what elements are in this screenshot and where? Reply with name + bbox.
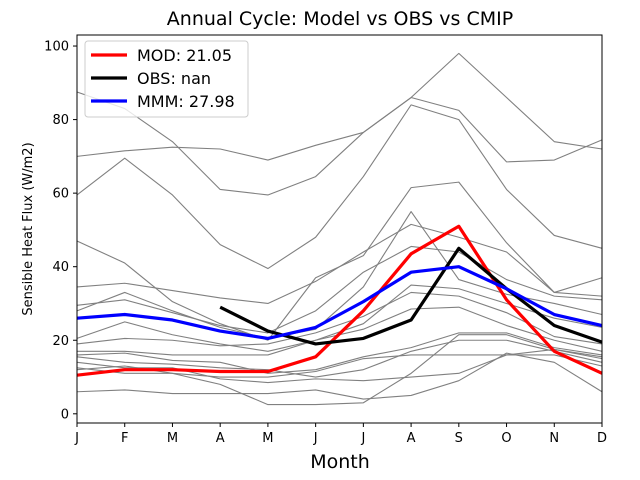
y-tick-label: 100 — [44, 40, 69, 55]
main-series-lines — [76, 224, 603, 377]
legend-label-mod: MOD: 21.05 — [137, 46, 232, 65]
y-tick-label: 80 — [52, 113, 69, 128]
x-tick-label: M — [167, 431, 178, 446]
x-tick-label: S — [455, 431, 463, 446]
cmip-model-line-2 — [76, 96, 603, 163]
legend-label-mmm: MMM: 27.98 — [137, 92, 235, 111]
series-line-mmm — [76, 265, 603, 341]
x-tick-label: A — [407, 431, 416, 446]
axes-frame — [76, 34, 603, 424]
legend-label-obs: OBS: nan — [137, 69, 211, 88]
x-tick-label: J — [360, 431, 365, 446]
x-axis-label: Month — [310, 451, 370, 473]
cmip-model-line-12 — [76, 339, 603, 378]
y-tick-label: 60 — [52, 187, 69, 202]
cmip-model-line-3 — [76, 104, 603, 270]
x-tick-label: J — [313, 431, 318, 446]
legend-box — [84, 40, 249, 118]
legend: MOD: 21.05 OBS: nan MMM: 27.98 — [84, 40, 249, 118]
series-line-mod — [76, 224, 603, 377]
cmip-model-line-13 — [76, 348, 603, 384]
cmip-model-line-1 — [76, 52, 603, 196]
chart-title: Annual Cycle: Model vs OBS vs CMIP — [167, 8, 513, 30]
cmip-model-line-16 — [76, 334, 603, 406]
x-tick-label: M — [262, 431, 273, 446]
y-tick-label: 40 — [52, 260, 69, 275]
cmip-model-line-15 — [76, 352, 603, 400]
x-tick-label: J — [74, 431, 79, 446]
y-axis-label: Sensible Heat Flux (W/m2) — [21, 142, 36, 315]
x-tick-label: A — [216, 431, 225, 446]
y-axis-ticks: 0 20 40 60 80 100 — [44, 40, 77, 422]
cmip-model-line-9 — [76, 291, 603, 347]
cmip-model-line-5 — [76, 223, 603, 305]
y-tick-label: 20 — [52, 334, 69, 349]
cmip-model-line-11 — [76, 332, 603, 374]
plot-area — [76, 52, 603, 406]
y-tick-label: 0 — [61, 407, 69, 422]
x-tick-label: F — [121, 431, 128, 446]
cmip-model-line-6 — [76, 245, 603, 334]
x-tick-label: D — [597, 431, 607, 446]
x-tick-label: O — [501, 431, 511, 446]
x-tick-label: N — [549, 431, 559, 446]
